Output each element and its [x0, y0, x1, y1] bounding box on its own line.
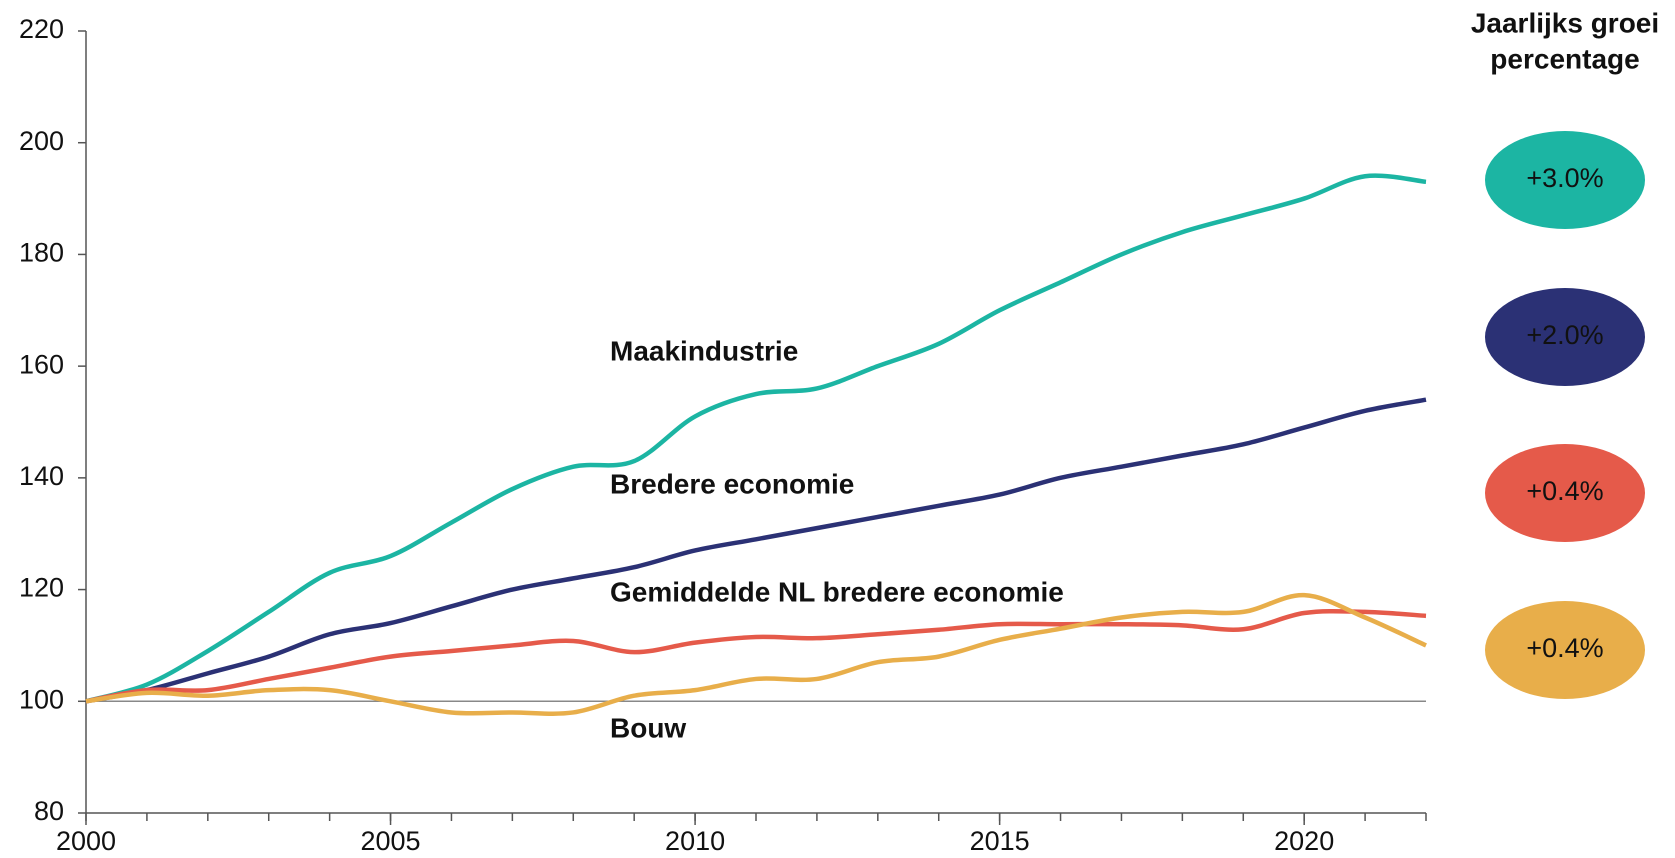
series-label: Bredere economie [610, 468, 854, 499]
growth-label: +0.4% [1526, 633, 1603, 663]
series-line [85, 592, 1427, 716]
x-tick-label: 2005 [361, 826, 421, 856]
growth-label: +0.4% [1526, 476, 1603, 506]
growth-badge [1485, 601, 1645, 699]
x-tick-label: 2010 [665, 826, 725, 856]
growth-label: +2.0% [1526, 320, 1603, 350]
y-tick-label: 160 [19, 349, 64, 379]
y-tick-label: 220 [19, 14, 64, 44]
growth-badge [1485, 131, 1645, 229]
growth-title: percentage [1490, 43, 1639, 74]
growth-badge [1485, 288, 1645, 386]
series-label: Gemiddelde NL bredere economie [610, 576, 1064, 607]
growth-label: +3.0% [1526, 163, 1603, 193]
y-tick-label: 100 [19, 684, 64, 714]
x-tick-label: 2000 [56, 826, 116, 856]
growth-title: Jaarlijks groei [1471, 7, 1659, 38]
growth-badge [1485, 444, 1645, 542]
y-tick-label: 200 [19, 126, 64, 156]
x-tick-label: 2020 [1274, 826, 1334, 856]
series-line [85, 397, 1427, 704]
x-tick-label: 2015 [970, 826, 1030, 856]
series-label: Maakindustrie [610, 335, 798, 366]
y-tick-label: 140 [19, 461, 64, 491]
series-line [85, 173, 1427, 704]
y-tick-label: 80 [34, 796, 64, 826]
y-tick-label: 120 [19, 573, 64, 603]
series-label: Bouw [610, 712, 686, 743]
series-line [85, 608, 1427, 704]
y-tick-label: 180 [19, 238, 64, 268]
